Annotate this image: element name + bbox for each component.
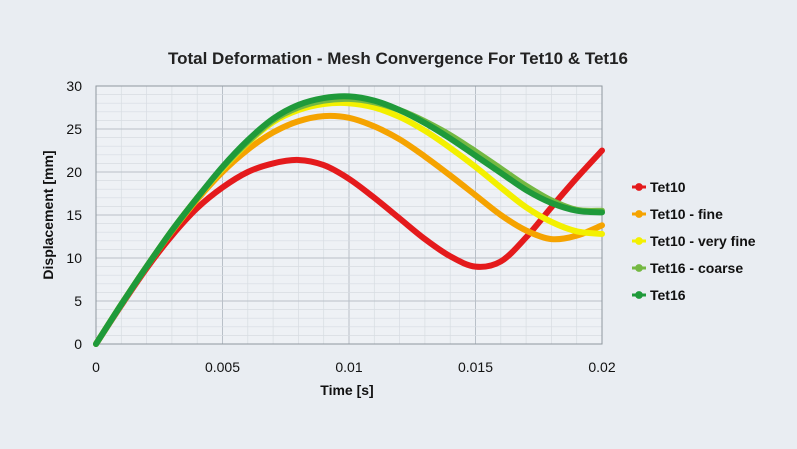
data-point bbox=[574, 208, 580, 214]
data-point bbox=[472, 153, 479, 159]
data-point bbox=[422, 236, 428, 242]
legend-label: Tet10 - very fine bbox=[650, 233, 756, 249]
legend-label: Tet10 - fine bbox=[650, 206, 723, 222]
y-tick-label: 5 bbox=[74, 293, 82, 309]
legend: Tet10 Tet10 - fine Tet10 - very fine Tet16 … bbox=[632, 179, 756, 303]
x-tick-label: 0.015 bbox=[458, 359, 493, 375]
data-point bbox=[548, 200, 555, 206]
data-point bbox=[523, 227, 529, 234]
legend-swatch-marker bbox=[635, 264, 643, 272]
data-point bbox=[599, 222, 605, 228]
data-point bbox=[548, 219, 555, 225]
legend-item: Tet16 bbox=[632, 287, 686, 303]
legend-swatch-marker bbox=[635, 183, 643, 191]
data-point bbox=[346, 176, 352, 182]
series-tet16 bbox=[93, 93, 605, 347]
legend-item: Tet10 bbox=[632, 179, 686, 195]
data-point bbox=[219, 164, 226, 170]
data-point bbox=[245, 147, 251, 153]
legend-label: Tet16 - coarse bbox=[650, 260, 743, 276]
data-point bbox=[447, 253, 453, 259]
data-point bbox=[118, 301, 124, 308]
legend-label: Tet10 bbox=[650, 179, 686, 195]
data-point bbox=[397, 136, 403, 142]
y-axis-label: Displacement [mm] bbox=[40, 150, 56, 279]
data-point bbox=[422, 153, 428, 160]
data-point bbox=[346, 93, 352, 99]
x-tick-label: 0.01 bbox=[335, 359, 362, 375]
data-point bbox=[523, 234, 529, 240]
data-point bbox=[270, 129, 276, 136]
x-tick-label: 0 bbox=[92, 359, 100, 375]
data-point bbox=[295, 102, 301, 108]
data-point bbox=[270, 160, 276, 166]
data-point bbox=[498, 184, 504, 191]
x-tick-label: 0.02 bbox=[588, 359, 615, 375]
y-tick-label: 0 bbox=[74, 336, 82, 352]
data-point bbox=[523, 187, 529, 193]
legend-item: Tet10 - very fine bbox=[632, 233, 756, 249]
data-point bbox=[295, 118, 301, 124]
data-point bbox=[321, 162, 327, 168]
data-point bbox=[574, 175, 580, 181]
y-tick-label: 20 bbox=[66, 164, 82, 180]
data-point bbox=[599, 209, 605, 216]
data-point bbox=[422, 120, 428, 126]
data-point bbox=[447, 145, 453, 151]
data-point bbox=[574, 228, 580, 234]
data-point bbox=[397, 215, 403, 222]
data-point bbox=[144, 264, 150, 270]
y-tick-label: 15 bbox=[66, 207, 82, 223]
data-point bbox=[346, 115, 352, 121]
data-point bbox=[498, 212, 504, 218]
data-point bbox=[397, 107, 403, 113]
data-point bbox=[270, 116, 276, 122]
data-point bbox=[194, 195, 200, 201]
legend-item: Tet10 - fine bbox=[632, 206, 723, 222]
tick-labels: 0 0.005 0.01 0.015 0.02 0 5 10 15 20 25 30 bbox=[66, 78, 615, 375]
chart-title: Total Deformation - Mesh Convergence For… bbox=[168, 49, 628, 68]
data-point bbox=[599, 147, 605, 154]
series-lines bbox=[93, 93, 605, 347]
data-point bbox=[472, 164, 479, 170]
data-point bbox=[321, 113, 327, 119]
data-point bbox=[498, 258, 504, 265]
data-point bbox=[548, 236, 555, 242]
data-point bbox=[194, 205, 200, 211]
data-point bbox=[371, 98, 377, 104]
data-point bbox=[219, 184, 226, 191]
data-point bbox=[523, 204, 529, 210]
legend-item: Tet16 - coarse bbox=[632, 260, 743, 276]
data-point bbox=[321, 95, 327, 101]
data-point bbox=[472, 264, 479, 270]
x-axis-label: Time [s] bbox=[320, 382, 373, 398]
legend-swatch-marker bbox=[635, 210, 643, 218]
data-point bbox=[397, 114, 403, 120]
legend-swatch-marker bbox=[635, 291, 643, 299]
data-point bbox=[447, 172, 453, 179]
grid bbox=[95, 85, 603, 345]
data-point bbox=[169, 227, 175, 234]
data-point bbox=[371, 195, 377, 201]
data-point bbox=[422, 128, 428, 134]
data-point bbox=[371, 104, 377, 111]
data-point bbox=[295, 157, 301, 163]
data-point bbox=[245, 169, 251, 175]
y-tick-label: 30 bbox=[66, 78, 82, 94]
legend-swatch-marker bbox=[635, 237, 643, 245]
data-point bbox=[371, 123, 377, 130]
data-point bbox=[93, 341, 99, 347]
data-point bbox=[472, 192, 479, 198]
data-point bbox=[599, 231, 605, 237]
data-point bbox=[447, 135, 453, 142]
x-tick-label: 0.005 bbox=[205, 359, 240, 375]
data-point bbox=[245, 137, 251, 143]
data-point bbox=[498, 170, 504, 176]
y-tick-label: 25 bbox=[66, 121, 82, 137]
y-tick-label: 10 bbox=[66, 250, 82, 266]
legend-label: Tet16 bbox=[650, 287, 686, 303]
